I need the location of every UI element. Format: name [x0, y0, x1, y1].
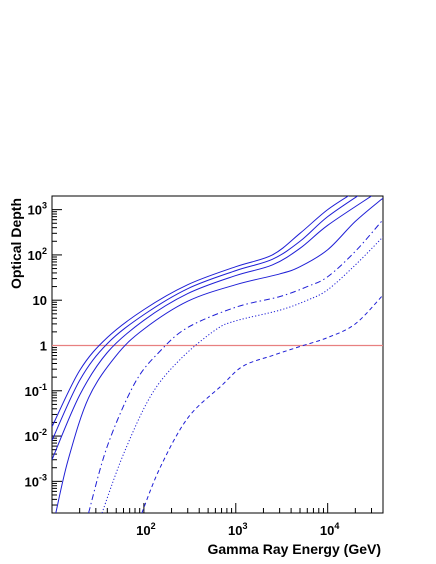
y-axis-title: Optical Depth: [8, 198, 24, 289]
y-tick-label-4: 10: [33, 293, 47, 308]
plot-frame: [51, 195, 384, 514]
series-line-0: [52, 196, 350, 428]
series-line-5: [101, 236, 383, 513]
series-line-1: [52, 196, 359, 441]
y-tick-label-5: 102: [28, 246, 47, 263]
tick-labels: 102 103 104 10-3 10-2 10-1 1 10 102 103: [25, 201, 340, 538]
series-line-2: [52, 196, 372, 460]
series-line-3: [55, 197, 383, 513]
x-tick-label-1: 103: [228, 521, 247, 538]
y-tick-label-1: 10-2: [25, 427, 47, 444]
x-tick-label-0: 102: [136, 521, 155, 538]
series-line-4: [88, 219, 383, 513]
x-tick-label-2: 104: [320, 521, 339, 538]
y-tick-label-0: 10-3: [25, 472, 47, 489]
x-axis-title: Gamma Ray Energy (GeV): [207, 541, 381, 557]
series-group: [52, 196, 383, 513]
y-tick-label-2: 10-1: [25, 382, 47, 399]
plot-area: [52, 196, 383, 513]
axis-ticks: [51, 195, 384, 514]
series-line-6: [141, 294, 383, 513]
y-tick-label-6: 103: [28, 201, 47, 218]
y-tick-label-3: 1: [40, 338, 47, 353]
